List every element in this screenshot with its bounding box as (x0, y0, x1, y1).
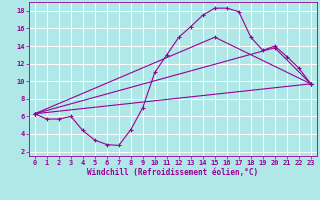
X-axis label: Windchill (Refroidissement éolien,°C): Windchill (Refroidissement éolien,°C) (87, 168, 258, 177)
